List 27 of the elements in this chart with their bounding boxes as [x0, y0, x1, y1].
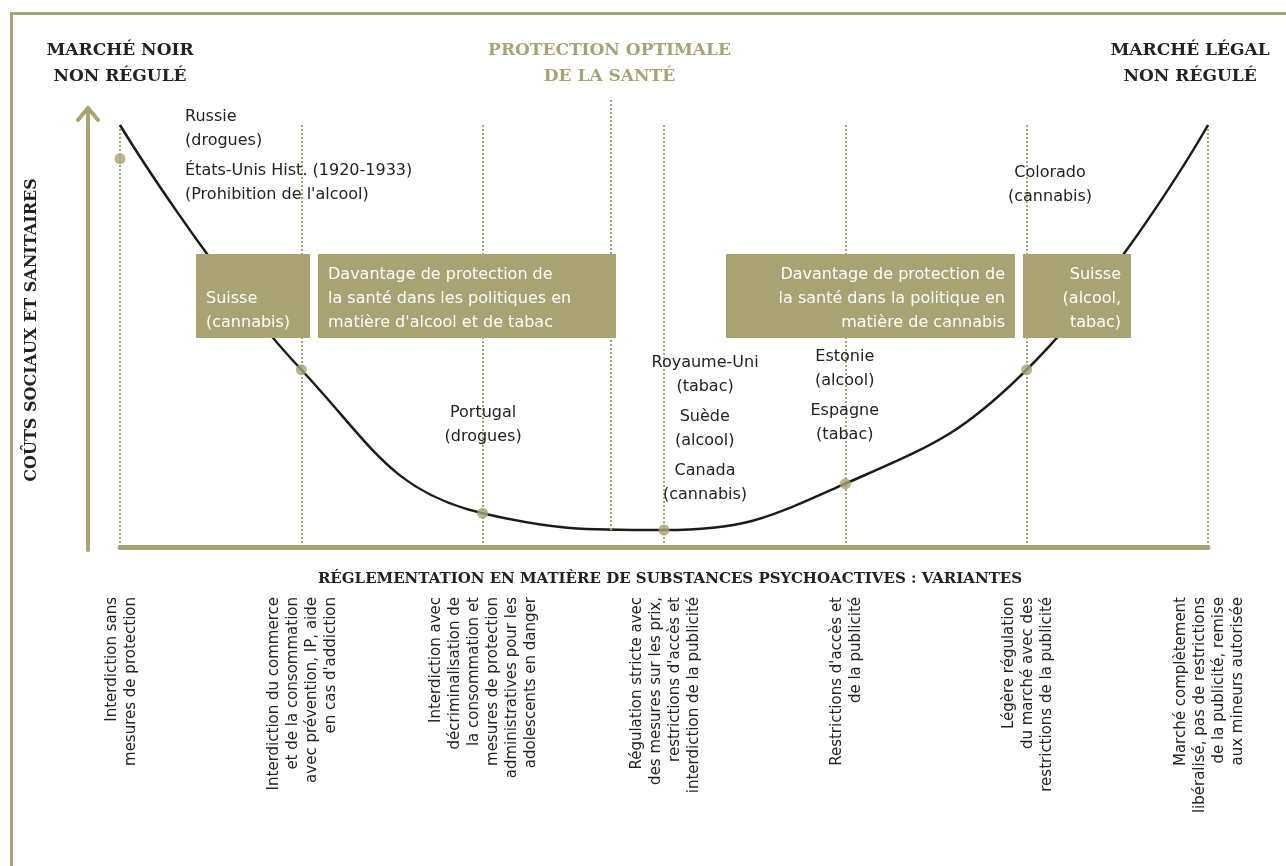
x-tick-label: Restrictions d'accès et de la publicité [826, 596, 864, 766]
annotation: Portugal (drogues) [444, 401, 522, 447]
text: PROTECTION OPTIMALE DE LA SANTÉ [488, 38, 731, 87]
point [658, 524, 670, 536]
x-tick-label: Interdiction du commerce et de la consommation avec prévention, IP, aide en cas d'addiction [263, 597, 339, 791]
annotation: Espagne (tabac) [810, 399, 880, 445]
point [114, 153, 126, 165]
annotation: États-Unis Hist. (1920-1933) (Prohibition de l'alcool) [185, 159, 413, 205]
annotation: Colorado (cannabis) [1008, 161, 1093, 207]
annotation: Suède (alcool) [675, 405, 735, 451]
annotation: Royaume-Uni (tabac) [651, 351, 759, 397]
shaded-label-box: Davantage de protection de la santé dans les politiques en matière d'alcool et de tabac [318, 254, 616, 338]
point [295, 364, 307, 376]
shaded-label-box: Davantage de protection de la santé dans la politique en matière de cannabis [726, 254, 1015, 338]
point [1021, 364, 1033, 376]
annotation: Russie (drogues) [185, 105, 263, 151]
point [477, 507, 489, 519]
text: MARCHÉ NOIR NON RÉGULÉ [46, 38, 194, 87]
annotation: Estonie (alcool) [815, 345, 875, 391]
point [839, 478, 851, 490]
shaded-label-box: Suisse (cannabis) [196, 254, 310, 338]
y-axis-title: COÛTS SOCIAUX ET SANITAIRES [19, 178, 40, 482]
x-tick-label: Interdiction sans mesures de protection [101, 596, 139, 766]
text: MARCHÉ LÉGAL NON RÉGULÉ [1110, 38, 1270, 87]
x-axis-title: RÉGLEMENTATION EN MATIÈRE DE SUBSTANCES PSYCHOACTIVES : VARIANTES [317, 569, 1023, 587]
shaded-label-box: Suisse (alcool, tabac) [1023, 254, 1131, 338]
annotation: Canada (cannabis) [663, 459, 748, 505]
